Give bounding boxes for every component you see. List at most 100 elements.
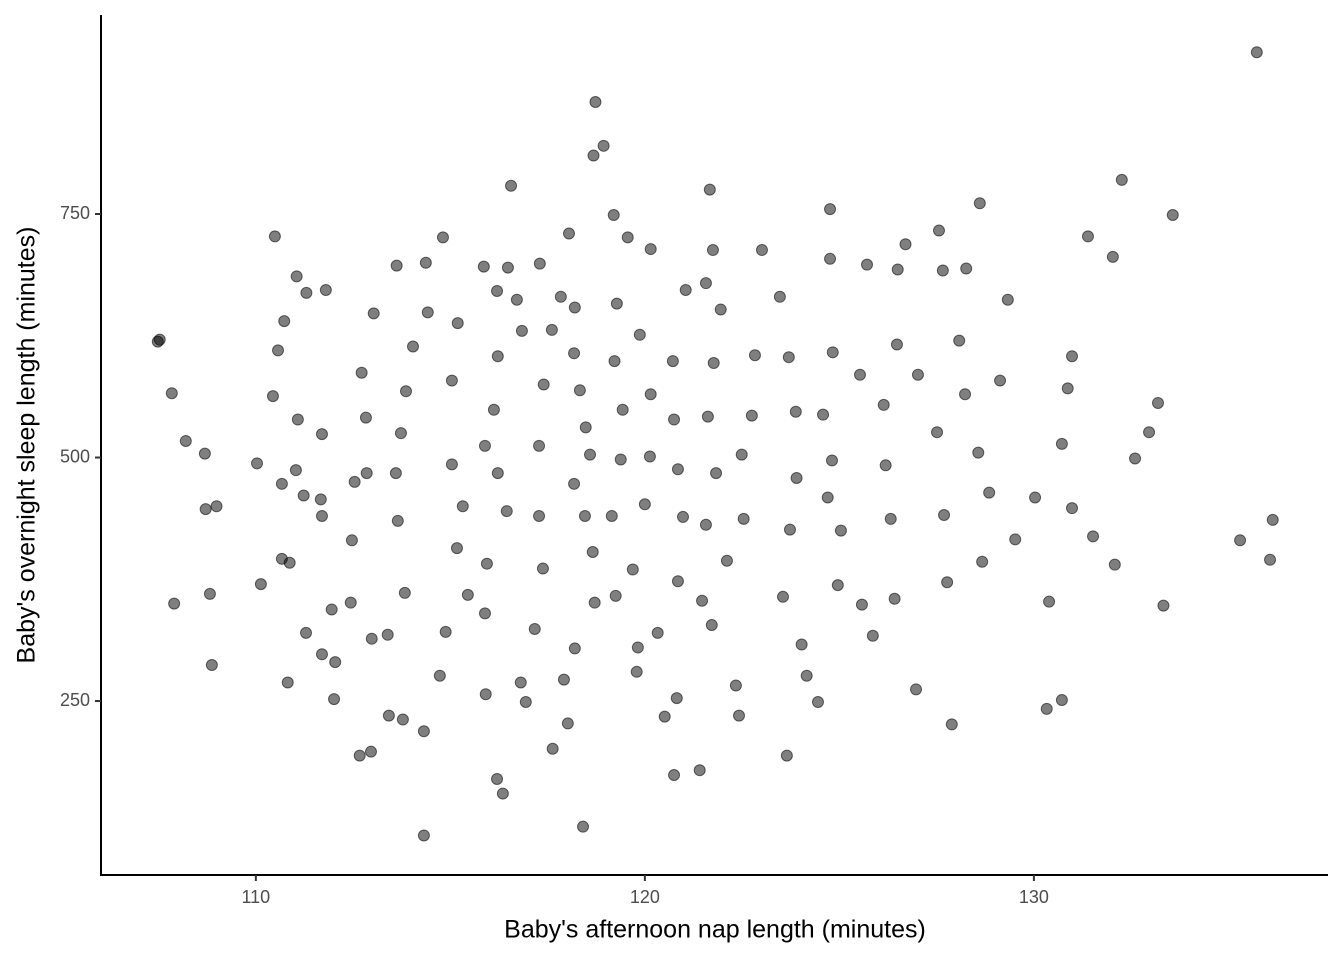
point xyxy=(501,261,514,274)
point xyxy=(638,498,651,511)
point xyxy=(729,679,742,692)
point xyxy=(396,713,409,726)
point xyxy=(266,390,279,403)
point xyxy=(1066,502,1079,515)
point xyxy=(1143,426,1156,439)
point xyxy=(705,619,718,632)
point xyxy=(417,829,430,842)
point xyxy=(398,586,411,599)
point xyxy=(899,238,912,251)
point xyxy=(461,588,474,601)
point xyxy=(165,387,178,400)
point xyxy=(519,696,532,709)
point xyxy=(389,467,402,480)
x-tick-label: 120 xyxy=(630,887,660,907)
point xyxy=(945,718,958,731)
point xyxy=(789,405,802,418)
y-tick-label: 750 xyxy=(60,203,90,223)
point xyxy=(355,366,368,379)
point xyxy=(699,277,712,290)
point xyxy=(931,426,944,439)
x-tick-label: 130 xyxy=(1019,887,1049,907)
point xyxy=(205,658,218,671)
point xyxy=(733,709,746,722)
point xyxy=(941,576,954,589)
point xyxy=(480,557,493,570)
point xyxy=(289,464,302,477)
point xyxy=(210,500,223,513)
point xyxy=(537,378,550,391)
point xyxy=(283,556,296,569)
point xyxy=(932,224,945,237)
point xyxy=(348,475,361,488)
point xyxy=(407,340,420,353)
point xyxy=(315,428,328,441)
point xyxy=(533,257,546,270)
point xyxy=(487,403,500,416)
point xyxy=(421,306,434,319)
point xyxy=(911,368,924,381)
point xyxy=(668,769,681,782)
point xyxy=(491,772,504,785)
point xyxy=(609,589,622,602)
point xyxy=(1151,396,1164,409)
point xyxy=(1061,382,1074,395)
point xyxy=(391,514,404,527)
point xyxy=(608,355,621,368)
point xyxy=(315,648,328,661)
point xyxy=(568,642,581,655)
point xyxy=(439,625,452,638)
point xyxy=(300,626,313,639)
point xyxy=(315,509,328,522)
point xyxy=(676,510,689,523)
point xyxy=(671,575,684,588)
point xyxy=(445,374,458,387)
point xyxy=(563,227,576,240)
point xyxy=(790,471,803,484)
point xyxy=(419,256,432,269)
point xyxy=(300,286,313,299)
point xyxy=(417,725,430,738)
point xyxy=(496,787,509,800)
point xyxy=(607,208,620,221)
point xyxy=(433,669,446,682)
point xyxy=(658,710,671,723)
point xyxy=(699,518,712,531)
point xyxy=(515,324,528,337)
point xyxy=(853,368,866,381)
point xyxy=(505,179,518,192)
point xyxy=(831,579,844,592)
point xyxy=(795,638,808,651)
point xyxy=(450,542,463,555)
point xyxy=(877,398,890,411)
point xyxy=(834,524,847,537)
point xyxy=(644,388,657,401)
point xyxy=(319,283,332,296)
point xyxy=(703,183,716,196)
point xyxy=(1115,173,1128,186)
point xyxy=(477,260,490,273)
point xyxy=(436,231,449,244)
point xyxy=(811,696,824,709)
point xyxy=(748,349,761,362)
point xyxy=(780,749,793,762)
point xyxy=(573,384,586,397)
point xyxy=(1040,702,1053,715)
point xyxy=(1055,694,1068,707)
point xyxy=(328,693,341,706)
point xyxy=(605,509,618,522)
point xyxy=(706,244,719,257)
y-tick-label: 250 xyxy=(60,690,90,710)
point xyxy=(817,408,830,421)
point xyxy=(773,290,786,303)
point xyxy=(855,598,868,611)
point xyxy=(610,297,623,310)
point xyxy=(936,264,949,277)
point xyxy=(938,508,951,521)
point xyxy=(329,656,342,669)
point xyxy=(616,403,629,416)
point xyxy=(1081,230,1094,243)
point xyxy=(737,512,750,525)
point xyxy=(597,139,610,152)
point xyxy=(614,453,627,466)
